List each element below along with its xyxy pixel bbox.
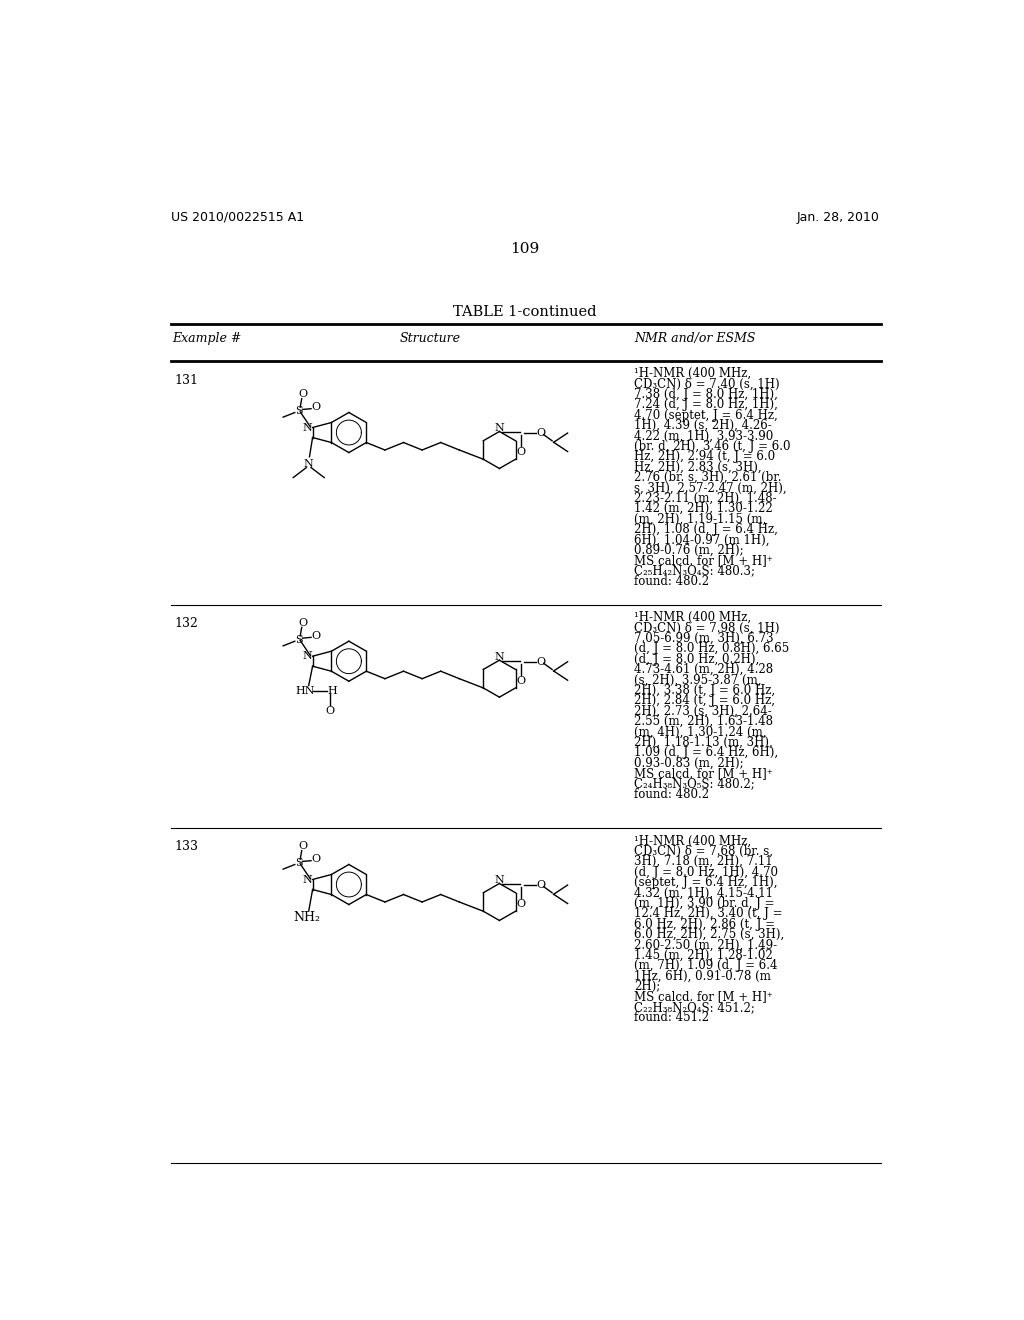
Text: C₂₅H₄₂N₃O₄S: 480.3;: C₂₅H₄₂N₃O₄S: 480.3; — [634, 565, 755, 578]
Text: O: O — [311, 854, 321, 865]
Text: 1.45 (m, 2H), 1.28-1.02: 1.45 (m, 2H), 1.28-1.02 — [634, 949, 773, 962]
Text: ¹H-NMR (400 MHz,: ¹H-NMR (400 MHz, — [634, 834, 752, 847]
Text: O: O — [298, 841, 307, 851]
Text: s, 3H), 2.57-2.47 (m, 2H),: s, 3H), 2.57-2.47 (m, 2H), — [634, 482, 786, 495]
Text: 132: 132 — [174, 616, 199, 630]
Text: Jan. 28, 2010: Jan. 28, 2010 — [797, 211, 880, 224]
Text: (m, 2H), 1.19-1.15 (m,: (m, 2H), 1.19-1.15 (m, — [634, 512, 766, 525]
Text: 2.60-2.50 (m, 2H), 1.49-: 2.60-2.50 (m, 2H), 1.49- — [634, 939, 777, 952]
Text: 6H), 1.04-0.97 (m 1H),: 6H), 1.04-0.97 (m 1H), — [634, 533, 770, 546]
Text: N: N — [302, 422, 312, 433]
Text: 3H), 7.18 (m, 2H), 7.11: 3H), 7.18 (m, 2H), 7.11 — [634, 855, 773, 869]
Text: O: O — [298, 389, 307, 399]
Text: HN: HN — [295, 686, 314, 696]
Text: (s, 2H), 3.95-3.87 (m,: (s, 2H), 3.95-3.87 (m, — [634, 673, 762, 686]
Text: O: O — [536, 657, 545, 667]
Text: N: N — [304, 459, 313, 469]
Text: (d, J = 8.0 Hz, 1H), 4.70: (d, J = 8.0 Hz, 1H), 4.70 — [634, 866, 778, 879]
Text: 4.32 (m, 1H), 4.15-4.11: 4.32 (m, 1H), 4.15-4.11 — [634, 887, 773, 899]
Text: 12.4 Hz, 2H), 3.40 (t, J =: 12.4 Hz, 2H), 3.40 (t, J = — [634, 907, 782, 920]
Text: 7.05-6.99 (m, 3H), 6.73: 7.05-6.99 (m, 3H), 6.73 — [634, 632, 774, 645]
Text: 4.70 (septet, J = 6.4 Hz,: 4.70 (septet, J = 6.4 Hz, — [634, 409, 778, 421]
Text: 0.93-0.83 (m, 2H);: 0.93-0.83 (m, 2H); — [634, 756, 743, 770]
Text: 6.0 Hz, 2H), 2.75 (s, 3H),: 6.0 Hz, 2H), 2.75 (s, 3H), — [634, 928, 784, 941]
Text: 131: 131 — [174, 374, 199, 387]
Text: (m, 7H), 1.09 (d, J = 6.4: (m, 7H), 1.09 (d, J = 6.4 — [634, 960, 777, 973]
Text: (m, 4H), 1.30-1.24 (m,: (m, 4H), 1.30-1.24 (m, — [634, 726, 767, 738]
Text: O: O — [536, 428, 545, 438]
Text: MS calcd. for [M + H]⁺: MS calcd. for [M + H]⁺ — [634, 767, 773, 780]
Text: 6.0 Hz, 2H), 2.86 (t, J =: 6.0 Hz, 2H), 2.86 (t, J = — [634, 917, 775, 931]
Text: S: S — [295, 407, 302, 416]
Text: NH₂: NH₂ — [293, 911, 319, 924]
Text: (d, J = 8.0 Hz, 0.8H), 6.65: (d, J = 8.0 Hz, 0.8H), 6.65 — [634, 643, 790, 655]
Text: (m, 1H), 3.90 (br. d, J =: (m, 1H), 3.90 (br. d, J = — [634, 896, 774, 909]
Text: C₂₄H₃₈N₃O₅S: 480.2;: C₂₄H₃₈N₃O₅S: 480.2; — [634, 777, 755, 791]
Text: 1.09 (d, J = 6.4 Hz, 6H),: 1.09 (d, J = 6.4 Hz, 6H), — [634, 746, 778, 759]
Text: found: 451.2: found: 451.2 — [634, 1011, 710, 1024]
Text: 2H);: 2H); — [634, 979, 660, 993]
Text: found: 480.2: found: 480.2 — [634, 788, 710, 801]
Text: 2H), 2.84 (t, J = 6.0 Hz,: 2H), 2.84 (t, J = 6.0 Hz, — [634, 694, 775, 708]
Text: O: O — [516, 676, 525, 686]
Text: 2.55 (m, 2H), 1.63-1.48: 2.55 (m, 2H), 1.63-1.48 — [634, 715, 773, 729]
Text: H: H — [327, 686, 337, 696]
Text: MS calcd. for [M + H]⁺: MS calcd. for [M + H]⁺ — [634, 990, 773, 1003]
Text: 7.24 (d, J = 8.0 Hz, 1H),: 7.24 (d, J = 8.0 Hz, 1H), — [634, 399, 778, 412]
Text: 2H), 1.08 (d, J = 6.4 Hz,: 2H), 1.08 (d, J = 6.4 Hz, — [634, 523, 778, 536]
Text: (d, J = 8.0 Hz, 0.2H),: (d, J = 8.0 Hz, 0.2H), — [634, 653, 760, 665]
Text: CD₃CN) δ = 7.68 (br. s,: CD₃CN) δ = 7.68 (br. s, — [634, 845, 773, 858]
Text: N: N — [495, 652, 504, 663]
Text: 2.76 (br. s, 3H), 2.61 (br.: 2.76 (br. s, 3H), 2.61 (br. — [634, 471, 781, 484]
Text: 2H), 3.38 (t, J = 6.0 Hz,: 2H), 3.38 (t, J = 6.0 Hz, — [634, 684, 775, 697]
Text: ¹H-NMR (400 MHz,: ¹H-NMR (400 MHz, — [634, 611, 752, 624]
Text: CD₃CN) δ = 7.40 (s, 1H): CD₃CN) δ = 7.40 (s, 1H) — [634, 378, 779, 391]
Text: O: O — [311, 631, 321, 640]
Text: Hz, 2H), 2.94 (t, J = 6.0: Hz, 2H), 2.94 (t, J = 6.0 — [634, 450, 775, 463]
Text: 4.22 (m, 1H), 3.93-3.90: 4.22 (m, 1H), 3.93-3.90 — [634, 429, 773, 442]
Text: Structure: Structure — [399, 331, 461, 345]
Text: N: N — [495, 875, 504, 886]
Text: US 2010/0022515 A1: US 2010/0022515 A1 — [171, 211, 304, 224]
Text: C₂₂H₃₈N₂O₄S: 451.2;: C₂₂H₃₈N₂O₄S: 451.2; — [634, 1001, 755, 1014]
Text: O: O — [298, 618, 307, 628]
Text: 1H), 4.39 (s, 2H), 4.26-: 1H), 4.39 (s, 2H), 4.26- — [634, 418, 772, 432]
Text: O: O — [311, 403, 321, 412]
Text: O: O — [325, 706, 334, 715]
Text: MS calcd. for [M + H]⁺: MS calcd. for [M + H]⁺ — [634, 554, 773, 568]
Text: 2.23-2.11 (m, 2H), 1.48-: 2.23-2.11 (m, 2H), 1.48- — [634, 492, 776, 504]
Text: found: 480.2: found: 480.2 — [634, 576, 710, 587]
Text: N: N — [302, 875, 312, 884]
Text: (septet, J = 6.4 Hz, 1H),: (septet, J = 6.4 Hz, 1H), — [634, 876, 777, 890]
Text: Hz, 2H), 2.83 (s, 3H),: Hz, 2H), 2.83 (s, 3H), — [634, 461, 762, 474]
Text: 7.38 (d, J = 8.0 Hz, 1H),: 7.38 (d, J = 8.0 Hz, 1H), — [634, 388, 778, 401]
Text: Example #: Example # — [172, 331, 242, 345]
Text: O: O — [516, 447, 525, 457]
Text: CD₃CN) δ = 7.98 (s, 1H): CD₃CN) δ = 7.98 (s, 1H) — [634, 622, 779, 635]
Text: 109: 109 — [510, 242, 540, 256]
Text: N: N — [302, 651, 312, 661]
Text: (br. d, 2H), 3.46 (t, J = 6.0: (br. d, 2H), 3.46 (t, J = 6.0 — [634, 440, 791, 453]
Text: 4.73-4.61 (m, 2H), 4.28: 4.73-4.61 (m, 2H), 4.28 — [634, 663, 773, 676]
Text: 1.42 (m, 2H), 1.30-1.22: 1.42 (m, 2H), 1.30-1.22 — [634, 502, 773, 515]
Text: NMR and/or ESMS: NMR and/or ESMS — [634, 331, 756, 345]
Text: ¹H-NMR (400 MHz,: ¹H-NMR (400 MHz, — [634, 367, 752, 380]
Text: O: O — [536, 880, 545, 890]
Text: N: N — [495, 424, 504, 433]
Text: 2H), 1.18-1.13 (m, 3H),: 2H), 1.18-1.13 (m, 3H), — [634, 737, 773, 748]
Text: TABLE 1-continued: TABLE 1-continued — [453, 305, 597, 318]
Text: O: O — [516, 899, 525, 909]
Text: 1Hz, 6H), 0.91-0.78 (m: 1Hz, 6H), 0.91-0.78 (m — [634, 970, 771, 982]
Text: 2H), 2.73 (s, 3H), 2.64-: 2H), 2.73 (s, 3H), 2.64- — [634, 705, 772, 718]
Text: 0.89-0.76 (m, 2H);: 0.89-0.76 (m, 2H); — [634, 544, 743, 557]
Text: S: S — [295, 858, 302, 869]
Text: 133: 133 — [174, 840, 199, 853]
Text: S: S — [295, 635, 302, 644]
